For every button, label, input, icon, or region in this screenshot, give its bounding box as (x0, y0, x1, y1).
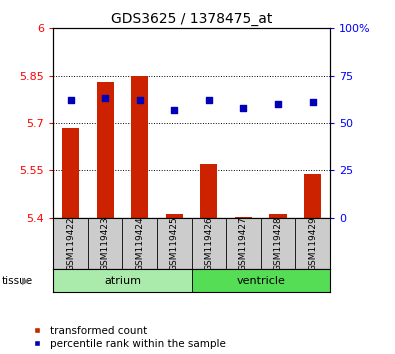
Title: GDS3625 / 1378475_at: GDS3625 / 1378475_at (111, 12, 272, 26)
Text: GSM119426: GSM119426 (204, 216, 213, 271)
Bar (235, 217, 252, 218)
Point (137, 97, 143, 103)
Legend: transformed count, percentile rank within the sample: transformed count, percentile rank withi… (33, 326, 226, 349)
Text: GSM119427: GSM119427 (239, 216, 248, 271)
Text: ▶: ▶ (22, 276, 29, 286)
Bar (192, 269, 330, 292)
Point (171, 107, 177, 113)
Point (206, 97, 212, 103)
Bar (200, 164, 218, 218)
Text: GSM119425: GSM119425 (170, 216, 179, 271)
Text: tissue: tissue (2, 276, 33, 286)
Bar (53, 269, 192, 292)
Bar (62, 128, 79, 218)
Text: GSM119422: GSM119422 (66, 216, 75, 271)
Point (102, 96, 108, 101)
Text: GSM119424: GSM119424 (135, 216, 144, 271)
Bar (269, 213, 287, 218)
Point (309, 99, 316, 105)
Text: GSM119423: GSM119423 (101, 216, 110, 271)
Text: atrium: atrium (104, 275, 141, 286)
Bar (304, 175, 321, 218)
Point (275, 101, 281, 107)
Bar (166, 213, 183, 218)
Text: ventricle: ventricle (236, 275, 285, 286)
Point (240, 105, 246, 111)
Text: GSM119429: GSM119429 (308, 216, 317, 271)
Bar (96, 82, 114, 218)
Bar (131, 76, 149, 218)
Point (68, 97, 74, 103)
Text: GSM119428: GSM119428 (273, 216, 282, 271)
